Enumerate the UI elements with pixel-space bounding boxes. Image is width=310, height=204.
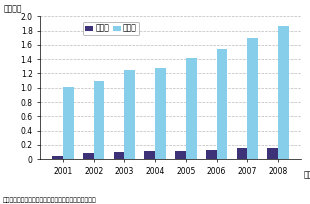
Legend: 輸出額, 輸入額: 輸出額, 輸入額 (83, 22, 139, 35)
Bar (206, 150, 217, 159)
Text: （兆円）: （兆円） (4, 4, 22, 13)
Bar (83, 153, 94, 159)
Bar (114, 152, 124, 159)
Bar (175, 151, 186, 159)
Bar (267, 148, 278, 159)
Bar (278, 26, 289, 159)
Bar (155, 68, 166, 159)
Bar (94, 81, 104, 159)
Bar (237, 149, 247, 159)
Bar (63, 87, 74, 159)
Bar (247, 38, 258, 159)
Bar (124, 70, 135, 159)
Text: （年）: （年） (303, 171, 310, 180)
Text: 資料：厚生労働省「薬事工業生産動態統計」から作成。: 資料：厚生労働省「薬事工業生産動態統計」から作成。 (3, 197, 97, 203)
Bar (52, 155, 63, 159)
Bar (217, 49, 227, 159)
Bar (186, 58, 197, 159)
Bar (144, 151, 155, 159)
